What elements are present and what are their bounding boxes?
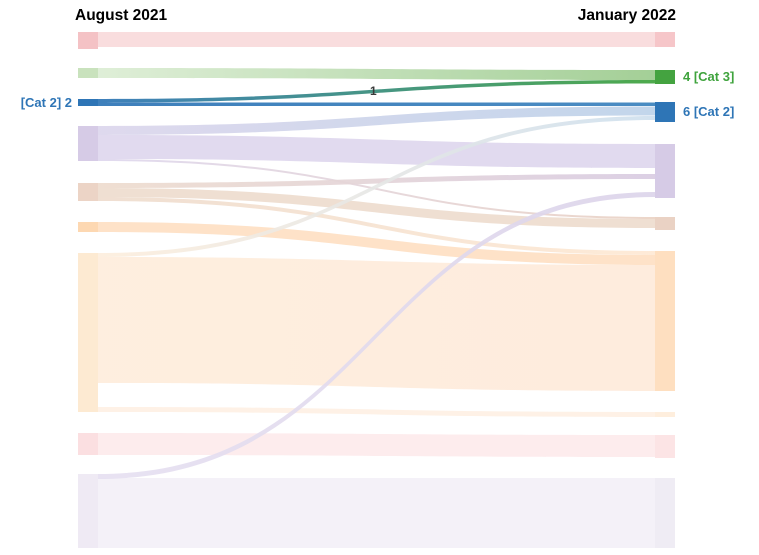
sankey-node-jan-rose[interactable] [655,435,675,458]
sankey-link-aug-purple-to-jan-cat2[interactable] [98,106,655,136]
sankey-link-aug-green-to-jan-cat3[interactable] [98,68,655,80]
sankey-link-aug-cat2-to-jan-cat3[interactable] [98,80,655,103]
sankey-node-aug-orange[interactable] [78,222,98,232]
sankey-link-aug-peach-to-jan-peach[interactable] [98,257,655,391]
node-label-jan-cat3: 4 [Cat 3] [683,69,735,84]
sankey-node-aug-tan[interactable] [78,183,98,201]
sankey-link-aug-rose-to-jan-rose[interactable] [98,433,655,457]
sankey-link-aug-tan-to-jan-purple[interactable] [98,174,655,188]
node-label-jan-cat2: 6 [Cat 2] [683,104,735,119]
sankey-node-aug-lavender[interactable] [78,474,98,548]
sankey-link-aug-peach-to-jan-thin[interactable] [98,407,655,417]
sankey-node-aug-purple[interactable] [78,126,98,161]
sankey-node-jan-cat2[interactable] [655,102,675,122]
sankey-node-jan-pink[interactable] [655,32,675,47]
sankey-link-aug-peach-to-jan-cat2[interactable] [98,116,655,257]
node-label-aug-cat2: [Cat 2] 2 [20,94,72,110]
sankey-node-aug-rose[interactable] [78,433,98,455]
sankey-link-aug-cat2-to-jan-cat2[interactable] [98,102,655,107]
sankey-node-jan-peach[interactable] [655,251,675,391]
sankey-link-aug-lavender-to-jan-lavender[interactable] [98,478,655,548]
sankey-node-jan-thin[interactable] [655,412,675,417]
sankey-link-aug-tan-to-jan-peach[interactable] [98,197,655,255]
sankey-link-aug-tan-to-jan-tan[interactable] [98,188,655,228]
flow-label-aug-cat2-to-jan-cat3: 1 [370,84,377,98]
sankey-node-jan-lavender[interactable] [655,478,675,548]
sankey-node-aug-green[interactable] [78,68,98,78]
sankey-link-aug-orange-to-jan-peach[interactable] [98,222,655,265]
sankey-node-aug-pink[interactable] [78,32,98,49]
sankey-link-aug-purple-to-jan-purple[interactable] [98,135,655,168]
column-header-january: January 2022 [577,7,676,24]
sankey-node-jan-purple[interactable] [655,144,675,198]
sankey-link-aug-purple-to-jan-tan[interactable] [98,159,655,219]
sankey-link-aug-pink-to-jan-pink[interactable] [98,32,655,47]
sankey-node-aug-peach[interactable] [78,253,98,412]
sankey-node-jan-tan[interactable] [655,217,675,230]
sankey-node-jan-cat3[interactable] [655,70,675,84]
sankey-link-aug-lavender-to-jan-purple[interactable] [98,192,655,479]
sankey-node-aug-cat2[interactable] [78,99,98,106]
column-header-august: August 2021 [75,7,168,24]
